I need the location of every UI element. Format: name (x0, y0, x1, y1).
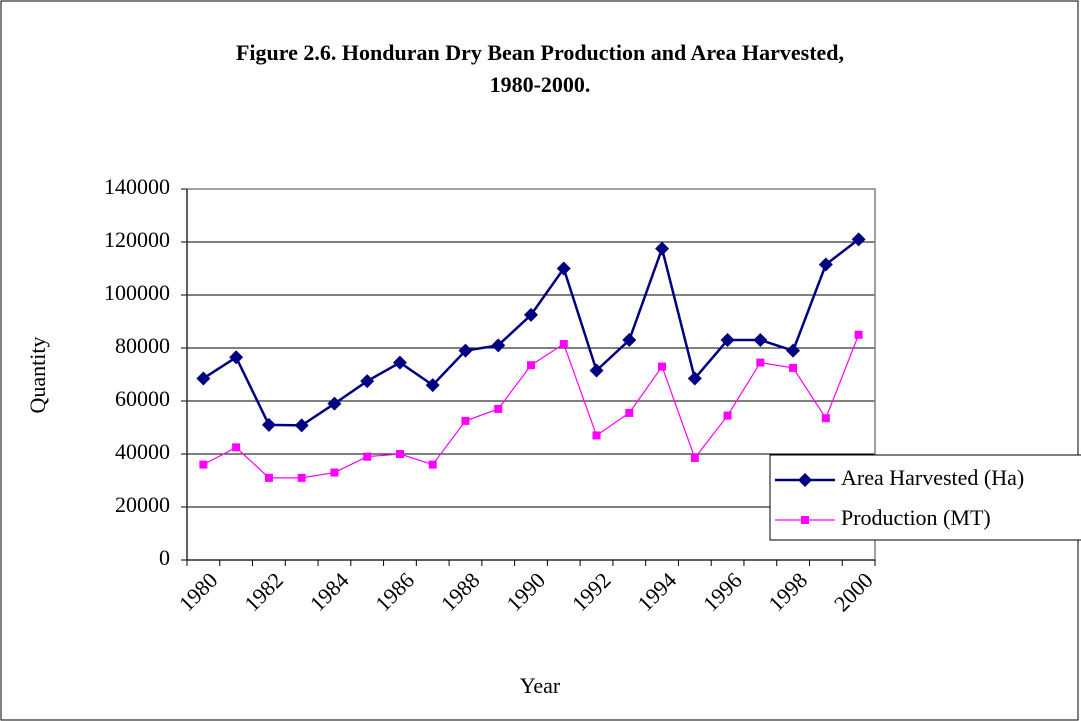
data-point (327, 396, 342, 411)
data-point (458, 343, 473, 358)
data-point (491, 338, 506, 353)
data-point (196, 371, 211, 386)
legend-label: Production (MT) (841, 505, 991, 530)
data-point (655, 241, 670, 256)
y-tick-label: 40000 (115, 439, 170, 464)
data-point (297, 473, 306, 482)
data-point (720, 333, 735, 348)
data-point (723, 411, 732, 420)
legend-marker (801, 516, 809, 524)
data-point (363, 452, 372, 461)
y-tick-label: 100000 (104, 280, 170, 305)
data-point (425, 378, 440, 393)
data-point (789, 363, 798, 372)
data-point (428, 460, 437, 469)
data-point (261, 417, 276, 432)
y-tick-label: 60000 (115, 386, 170, 411)
y-tick-label: 80000 (115, 333, 170, 358)
data-point (294, 418, 309, 433)
data-point (264, 473, 273, 482)
y-tick-label: 0 (159, 545, 170, 570)
data-point (461, 416, 470, 425)
legend-label: Area Harvested (Ha) (841, 465, 1024, 490)
data-point (232, 443, 241, 452)
data-point (658, 362, 667, 371)
y-tick-label: 140000 (104, 174, 170, 199)
data-point (753, 333, 768, 348)
x-axis-label: Year (520, 673, 561, 698)
y-tick-label: 20000 (115, 492, 170, 517)
data-point (854, 330, 863, 339)
data-point (199, 460, 208, 469)
data-point (690, 453, 699, 462)
data-point (622, 333, 637, 348)
data-point (524, 307, 538, 322)
chart-title: 1980-2000. (490, 72, 591, 97)
data-point (527, 361, 535, 370)
data-point (821, 414, 830, 423)
data-point (851, 232, 866, 247)
data-point (592, 431, 601, 440)
data-point (556, 261, 571, 276)
data-point (494, 404, 503, 413)
data-point (756, 358, 765, 367)
data-point (559, 340, 568, 349)
chart-title: Figure 2.6. Honduran Dry Bean Production… (236, 40, 844, 65)
data-point (392, 355, 407, 370)
data-point (818, 257, 833, 272)
data-point (687, 371, 702, 386)
data-point (395, 450, 404, 458)
legend-marker (798, 473, 812, 487)
y-tick-label: 120000 (104, 227, 170, 252)
data-point (330, 468, 339, 477)
y-axis-label: Quantity (25, 337, 50, 414)
data-point (360, 374, 375, 389)
data-point (229, 350, 244, 365)
data-point (625, 408, 634, 417)
data-point (589, 363, 604, 378)
data-point (786, 343, 801, 358)
legend-box (769, 454, 1081, 541)
